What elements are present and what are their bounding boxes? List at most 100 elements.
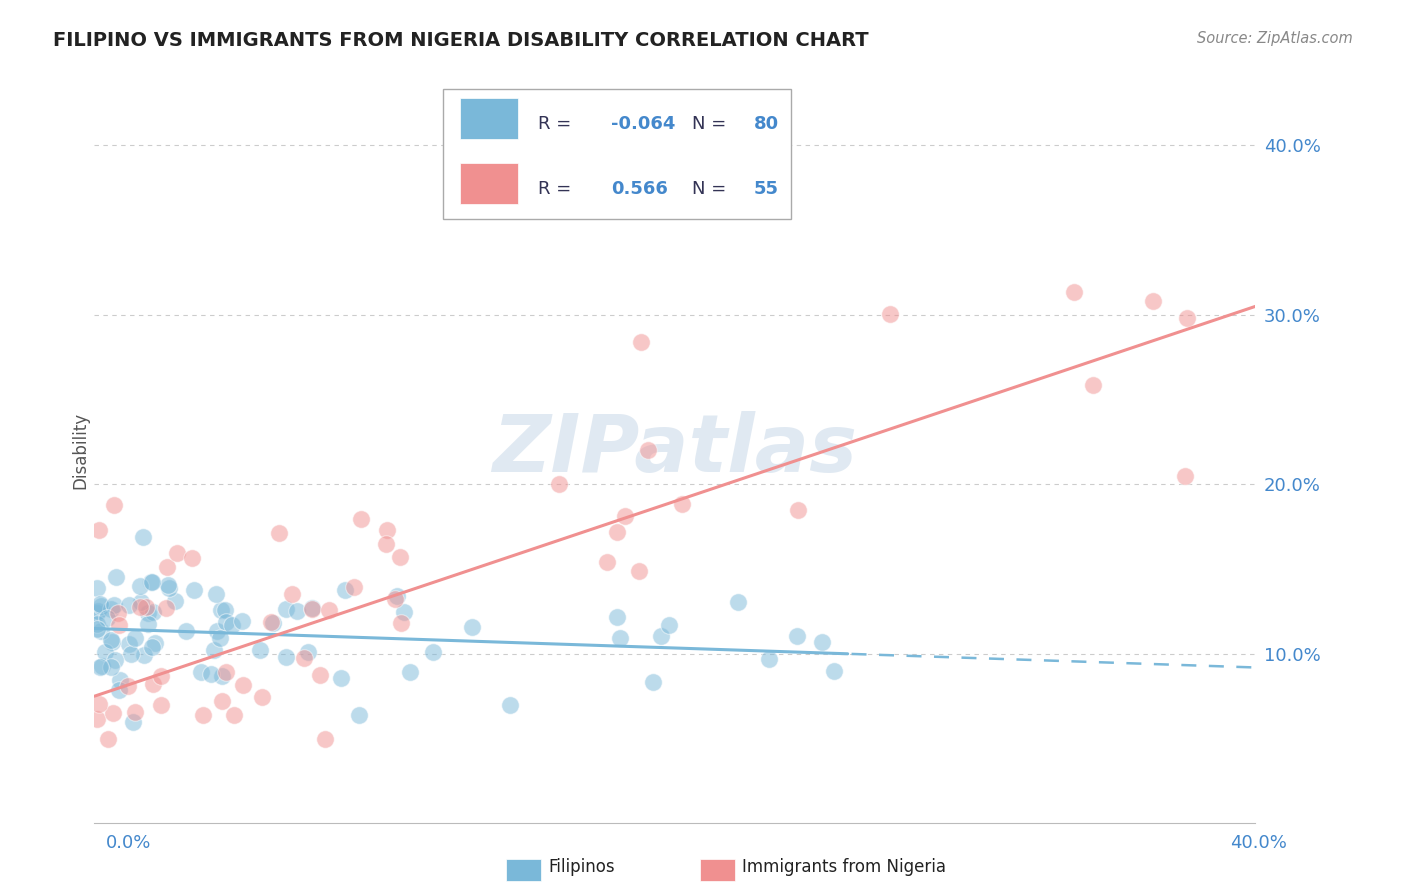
Point (121, 715, 143, 730)
Point (117, 598, 139, 612)
Point (100, 633, 122, 648)
Point (190, 665, 212, 679)
Point (155, 600, 177, 615)
Text: 55: 55 (754, 180, 779, 198)
Point (387, 589, 409, 603)
Point (394, 605, 416, 619)
Point (97, 731, 120, 746)
Point (606, 524, 628, 539)
FancyBboxPatch shape (443, 88, 792, 219)
Point (136, 617, 159, 632)
Point (141, 575, 163, 590)
Point (103, 706, 125, 720)
Point (86, 622, 108, 636)
Point (132, 530, 155, 544)
Point (103, 498, 125, 512)
Point (658, 618, 681, 632)
Point (205, 587, 228, 601)
Point (786, 629, 808, 643)
Point (86, 606, 108, 620)
Point (274, 650, 297, 665)
Point (232, 678, 254, 692)
Point (280, 587, 302, 601)
Point (150, 698, 173, 712)
Point (627, 565, 650, 579)
Point (301, 600, 323, 615)
Point (301, 601, 323, 615)
Point (643, 674, 665, 689)
Point (211, 669, 233, 683)
Point (117, 679, 139, 693)
Point (250, 690, 273, 705)
Point (1081, 377, 1104, 392)
Point (141, 640, 163, 654)
Point (89, 660, 111, 674)
Point (90, 624, 112, 639)
Point (422, 645, 444, 659)
Text: R =: R = (537, 115, 576, 134)
Point (637, 443, 659, 458)
Point (90, 659, 112, 673)
Point (221, 618, 243, 632)
Point (879, 307, 901, 321)
Point (108, 683, 131, 698)
Text: 40.0%: 40.0% (1230, 834, 1286, 852)
Point (129, 595, 152, 609)
Point (86, 617, 108, 632)
Point (105, 570, 128, 584)
Point (214, 603, 236, 617)
Point (343, 580, 366, 594)
Point (100, 601, 122, 615)
Point (269, 525, 291, 540)
Point (202, 643, 225, 657)
Point (135, 599, 157, 614)
Point (215, 615, 238, 629)
Point (811, 634, 834, 648)
Point (200, 667, 222, 681)
Point (215, 665, 238, 680)
Point (107, 618, 129, 632)
Point (347, 708, 370, 723)
Point (94, 645, 117, 659)
Point (260, 615, 283, 630)
Point (274, 602, 297, 616)
Point (183, 583, 205, 598)
Point (596, 555, 619, 569)
Point (149, 669, 172, 683)
Point (156, 560, 179, 574)
Point (86, 712, 108, 726)
Point (128, 579, 150, 593)
Point (157, 581, 180, 595)
Point (166, 546, 188, 560)
Point (139, 574, 162, 589)
Point (157, 578, 180, 592)
Point (165, 594, 187, 608)
Point (375, 523, 398, 537)
Point (129, 599, 152, 614)
Point (297, 645, 319, 659)
Point (209, 631, 232, 645)
Point (174, 624, 197, 638)
Point (103, 599, 125, 613)
Point (132, 648, 155, 662)
Text: 0.566: 0.566 (612, 180, 668, 198)
Point (211, 694, 233, 708)
Point (727, 595, 749, 609)
Point (650, 629, 672, 643)
Point (384, 591, 406, 606)
Point (90, 599, 112, 613)
Point (1177, 311, 1199, 326)
Point (285, 604, 308, 618)
Point (787, 503, 810, 517)
Point (613, 508, 636, 523)
Point (292, 651, 315, 665)
Text: Immigrants from Nigeria: Immigrants from Nigeria (742, 858, 946, 876)
Point (318, 603, 340, 617)
Point (630, 334, 652, 349)
Point (101, 635, 124, 649)
Point (262, 616, 284, 631)
Point (117, 637, 139, 651)
Text: N =: N = (692, 180, 733, 198)
Point (89, 597, 111, 611)
Point (671, 497, 693, 511)
